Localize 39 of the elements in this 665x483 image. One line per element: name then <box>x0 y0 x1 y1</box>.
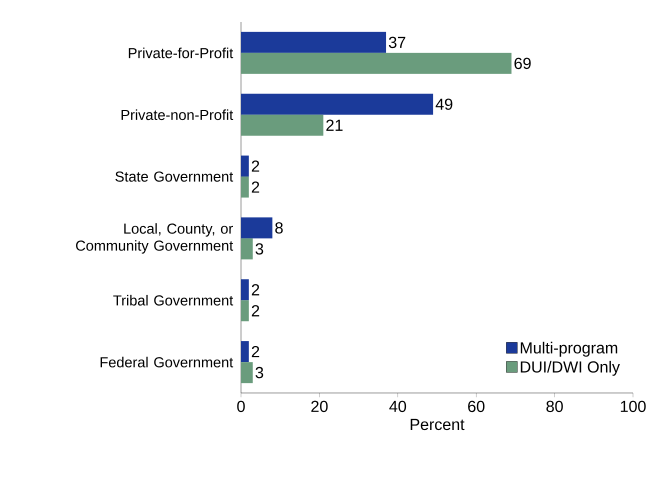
bar <box>241 114 324 136</box>
x-tick-label: 20 <box>311 400 328 412</box>
x-tick-label: 0 <box>237 400 245 412</box>
y-tick-label: Tribal Government <box>113 294 234 306</box>
bar <box>241 52 512 74</box>
x-tick-label: 40 <box>389 400 406 412</box>
x-axis-title: Percent <box>410 418 464 430</box>
legend-label: Multi-program <box>520 342 618 357</box>
x-tick-label: 100 <box>620 400 646 412</box>
bar <box>241 300 249 322</box>
data-label: 49 <box>436 98 452 110</box>
data-label: 2 <box>252 160 260 172</box>
bar <box>241 94 434 115</box>
bar <box>241 238 253 260</box>
data-label: 8 <box>275 222 283 234</box>
legend-label: DUI/DWI Only <box>520 360 620 376</box>
data-label: 37 <box>388 36 406 48</box>
y-tick-label: State Government <box>115 171 234 182</box>
y-tick-label: Private-non-Profit <box>122 109 234 120</box>
data-label: 3 <box>256 243 264 255</box>
y-tick-label: Local, County, or Community Government <box>76 223 234 254</box>
bar <box>241 279 249 300</box>
data-label: 69 <box>514 58 531 70</box>
y-tick-label: Private-for-Profit <box>128 48 234 58</box>
data-label: 2 <box>252 346 260 358</box>
bar <box>241 176 249 198</box>
y-tick-label: Federal Government <box>100 356 234 368</box>
data-label: 2 <box>252 181 260 193</box>
x-tick-label: 60 <box>468 400 484 412</box>
x-tick-label: 80 <box>546 400 563 412</box>
bar <box>241 341 249 362</box>
data-label: 3 <box>256 366 264 378</box>
bar <box>241 32 386 53</box>
bar <box>241 217 272 238</box>
data-label: 2 <box>252 284 260 296</box>
data-label: 2 <box>252 305 260 316</box>
bar <box>241 362 253 384</box>
data-label: 21 <box>326 120 343 131</box>
bar <box>241 156 249 177</box>
